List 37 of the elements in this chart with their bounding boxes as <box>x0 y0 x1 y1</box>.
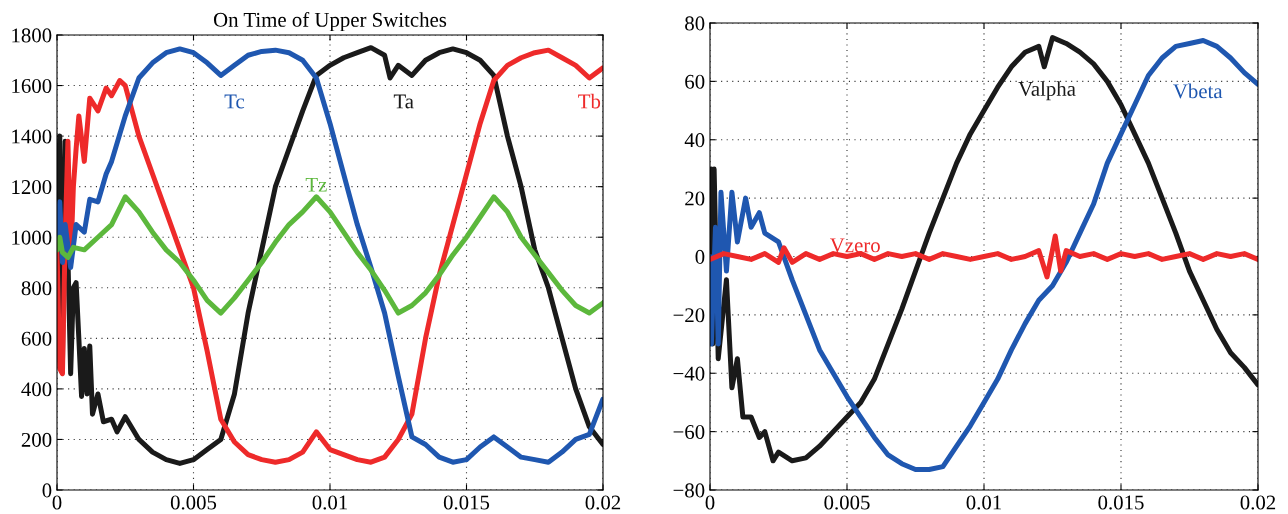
x-tick-label: 0.005 <box>170 495 217 510</box>
series-label: Ta <box>393 94 414 109</box>
series-label: Vbeta <box>1173 83 1223 99</box>
x-tick-label: 0.02 <box>585 495 621 510</box>
series-label: Tc <box>224 94 245 109</box>
y-tick-label: 40 <box>684 133 705 148</box>
y-tick-label: −60 <box>673 425 705 440</box>
x-tick-label: 0.015 <box>1098 495 1144 510</box>
y-tick-label: −80 <box>673 483 705 498</box>
series-label: Tz <box>305 177 327 192</box>
x-tick-label: 0.015 <box>443 495 490 510</box>
x-tick-label: 0.005 <box>824 495 870 510</box>
y-tick-label: 1800 <box>12 28 52 43</box>
y-tick-label: 80 <box>685 16 705 31</box>
y-tick-label: 600 <box>21 331 52 346</box>
y-tick-label: 0 <box>695 249 705 264</box>
x-tick-label: 0.01 <box>966 495 1001 510</box>
series-label: Vzero <box>830 238 880 253</box>
series-label: Valpha <box>1018 81 1076 101</box>
x-tick-label: 0 <box>705 495 715 510</box>
chart-title: On Time of Upper Switches <box>213 12 447 32</box>
y-tick-label: −20 <box>673 308 705 323</box>
x-tick-label: 0.02 <box>1240 495 1276 510</box>
y-tick-label: 1600 <box>12 78 52 93</box>
y-tick-label: 1400 <box>12 129 52 144</box>
y-tick-label: 60 <box>685 74 705 89</box>
series-label: Tb <box>578 93 601 109</box>
y-tick-label: 200 <box>21 432 52 447</box>
y-tick-label: −40 <box>673 366 705 381</box>
y-tick-label: 1200 <box>12 180 52 195</box>
x-tick-label: 0 <box>52 495 62 510</box>
y-tick-label: 800 <box>21 281 52 296</box>
y-tick-label: 0 <box>42 483 52 498</box>
y-tick-label: 1000 <box>12 230 52 245</box>
x-tick-label: 0.01 <box>312 495 347 510</box>
y-tick-label: 400 <box>21 382 52 397</box>
y-tick-label: 20 <box>685 191 705 206</box>
